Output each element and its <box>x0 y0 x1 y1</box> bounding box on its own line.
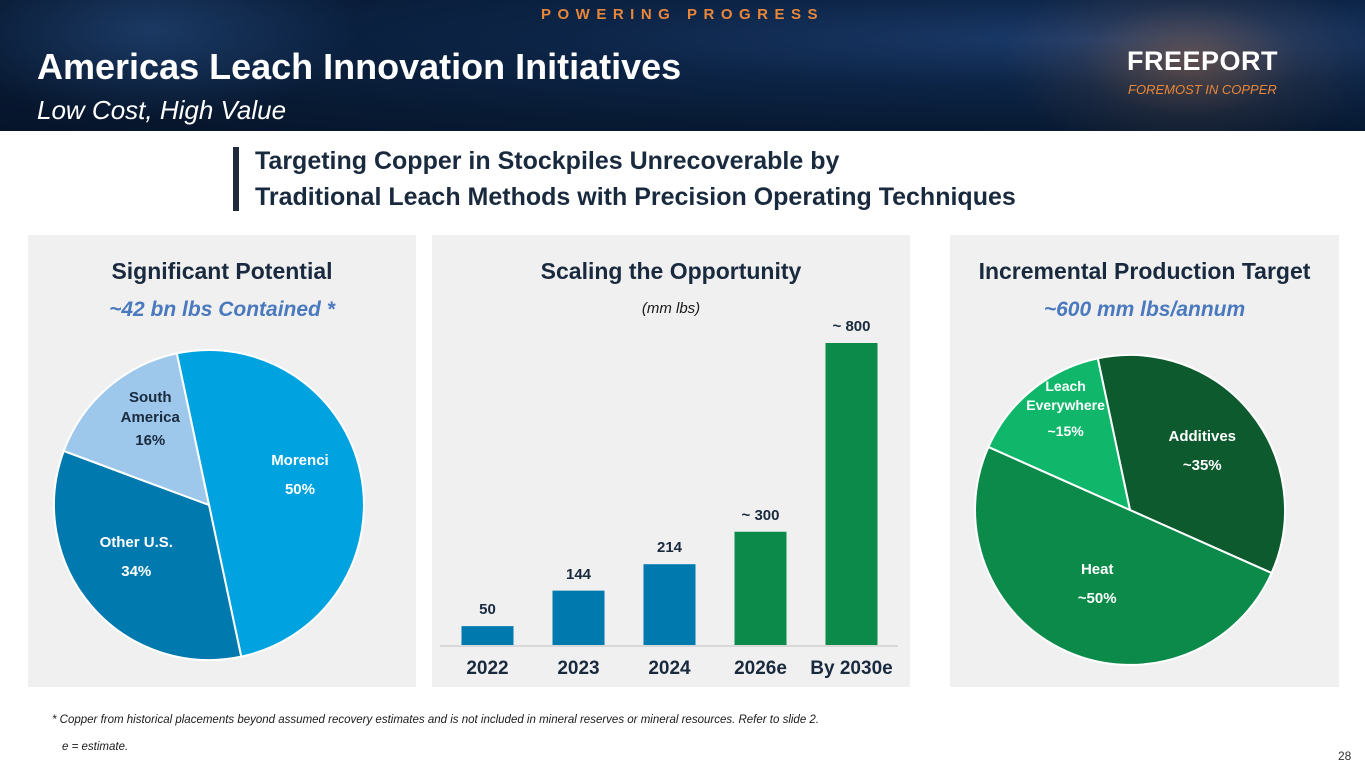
headline-line-1: Targeting Copper in Stockpiles Unrecover… <box>255 147 840 175</box>
headline-line-2: Traditional Leach Methods with Precision… <box>255 183 1016 211</box>
headline-accent-bar <box>233 147 239 211</box>
bar-category-label: 2024 <box>648 658 691 679</box>
bar-value-label: 214 <box>656 539 683 557</box>
panel-title: Scaling the Opportunity <box>540 258 802 284</box>
pie-slice-heat <box>974 445 1273 666</box>
pie-label-name: Morenci <box>271 451 329 469</box>
pie-label-name: South <box>129 388 172 406</box>
pie-label-value: ~15% <box>1047 423 1084 440</box>
bar-category-label: 2026e <box>734 658 787 679</box>
pie-slice-leach-everywhere <box>987 357 1132 512</box>
panel-title: Incremental Production Target <box>978 258 1311 284</box>
page-title: Americas Leach Innovation Initiatives <box>37 46 682 87</box>
bar-value-label: ~ 800 <box>832 318 871 335</box>
pie-label-name: Leach <box>1045 378 1086 395</box>
pie-label-value: ~50% <box>1077 589 1117 607</box>
bar-by-2030e <box>825 343 878 645</box>
bar-category-label: 2023 <box>557 658 600 679</box>
bar-value-label: 50 <box>479 601 496 619</box>
bar-category-label: By 2030e <box>810 658 893 679</box>
footnote-copper: * Copper from historical placements beyo… <box>52 714 820 726</box>
bar-2026e <box>734 531 787 645</box>
panel-subtitle: ~600 mm lbs/annum <box>1043 298 1246 321</box>
pie-label-value: 16% <box>135 431 166 449</box>
pie-slice-morenci <box>175 349 365 658</box>
bar-2024 <box>643 564 696 645</box>
bar-value-label: ~ 300 <box>741 506 780 524</box>
pie-slice-additives <box>1096 354 1286 575</box>
pie-label-name: Everywhere <box>1026 397 1105 414</box>
pie-slice-other-u-s <box>53 449 243 661</box>
page-number: 28 <box>1338 749 1352 763</box>
banner-glow <box>1000 0 1365 131</box>
pie-label-value: ~35% <box>1182 457 1222 475</box>
chart-unit-label: (mm lbs) <box>641 300 701 317</box>
bar-2023 <box>552 590 605 645</box>
pie-label-value: 50% <box>284 480 315 498</box>
pie-slice-south-america <box>62 352 211 507</box>
bar-2022 <box>461 626 514 645</box>
pie-label-name: Heat <box>1080 560 1114 578</box>
pie-label-name: Additives <box>1168 428 1237 446</box>
company-logo-tagline: FOREMOST IN COPPER <box>1128 82 1277 97</box>
page-subtitle: Low Cost, High Value <box>37 95 287 125</box>
panel-subtitle: ~42 bn lbs Contained * <box>109 298 335 321</box>
footnote-estimate: e = estimate. <box>62 741 129 753</box>
pie-label-name: Other U.S. <box>99 533 173 551</box>
bar-value-label: 144 <box>565 565 592 583</box>
bar-category-label: 2022 <box>466 658 509 679</box>
pie-label-value: 34% <box>121 562 152 580</box>
company-logo: FREEPORT <box>1127 46 1279 76</box>
header-banner: POWERING PROGRESS Americas Leach Innovat… <box>0 0 1365 131</box>
panel-title: Significant Potential <box>111 258 333 284</box>
pie-label-name: America <box>120 408 180 426</box>
tagline: POWERING PROGRESS <box>540 6 825 23</box>
